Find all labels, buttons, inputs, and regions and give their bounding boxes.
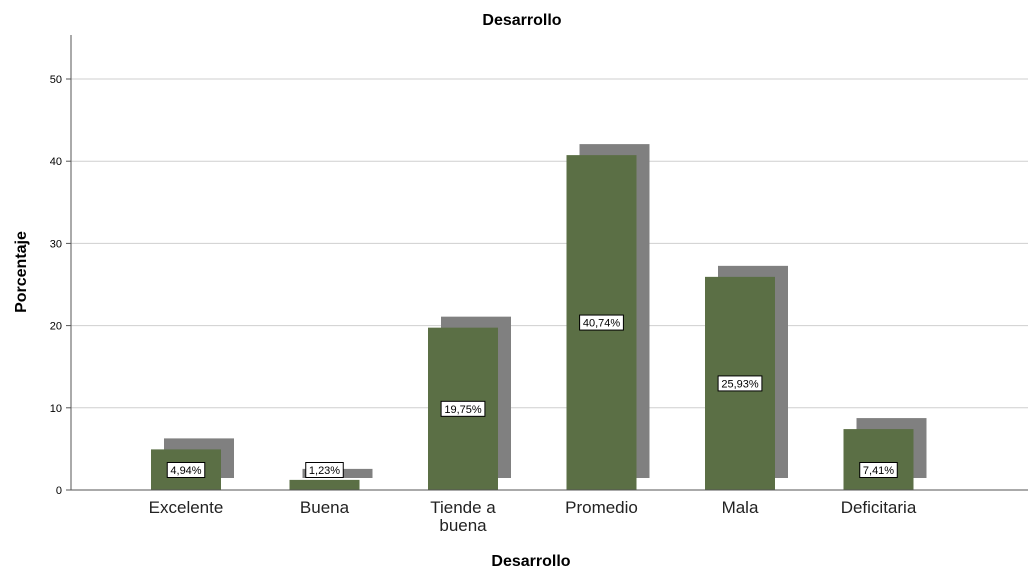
y-tick-label: 30 [50,238,62,250]
data-label-box [305,462,344,478]
y-tick-label: 0 [56,485,62,497]
chart-title: Desarrollo [482,12,561,29]
y-tick-label: 10 [50,403,62,415]
x-tick-label: buena [439,516,487,535]
data-label: 25,93% [721,378,759,390]
x-tick-label: Buena [300,498,350,517]
bar-group: 25,93% [705,265,788,490]
data-label: 1,23% [309,465,340,477]
bar-group: 19,75% [428,316,511,490]
x-tick-label: Deficitaria [841,498,917,517]
y-tick-label: 20 [50,321,62,333]
data-label: 7,41% [863,465,894,477]
y-axis-title: Porcentaje [13,231,30,313]
y-axis: 0 10 20 30 40 50 [50,35,72,497]
bar [289,479,360,490]
bar-group: 40,74% [566,144,650,491]
bar-group: 4,94% [151,438,234,490]
data-label-box [166,462,206,478]
gridlines [71,78,1028,409]
data-label-box [579,314,624,331]
x-tick-label: Promedio [565,498,638,517]
bars: 4,94% 1,23% 19,75% 40,74% 25,93% 7,41% [151,144,927,491]
data-label-box [440,400,486,417]
x-tick-label: Excelente [149,498,224,517]
data-label: 19,75% [444,404,482,416]
y-tick-label: 50 [50,74,62,86]
x-tick-label: Mala [722,498,759,517]
bar-group: 7,41% [843,418,927,490]
bar [843,429,914,490]
x-axis-title: Desarrollo [491,553,570,570]
data-label-box [859,462,898,478]
data-label: 4,94% [170,465,201,477]
y-tick-label: 40 [50,156,62,168]
x-tick-label: Tiende a [430,498,496,517]
data-label: 40,74% [583,318,621,330]
data-label-box [717,375,763,392]
bar-group: 1,23% [289,462,373,490]
